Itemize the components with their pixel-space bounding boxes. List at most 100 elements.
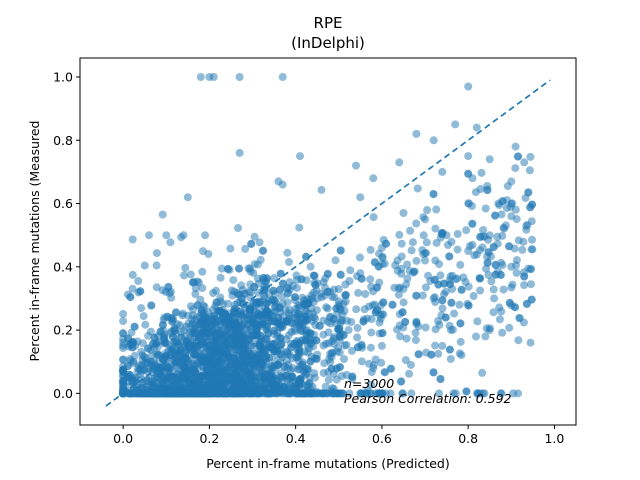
scatter-point [377,243,386,252]
scatter-point [184,389,193,398]
scatter-point [457,285,466,294]
scatter-point [294,309,303,318]
scatter-point [136,367,145,375]
scatter-point [301,336,310,345]
scatter-point [181,341,190,350]
scatter-point [397,377,406,386]
scatter-point [423,206,432,215]
scatter-point [287,319,296,328]
scatter-point [356,389,365,398]
scatter-point [226,244,235,253]
x-tick-label: 0.0 [113,431,133,446]
x-axis-label: Percent in-frame mutations (Predicted) [206,456,449,471]
scatter-point [473,317,482,326]
scatter-point [499,285,508,294]
scatter-point [246,304,255,313]
scatter-point [378,329,387,338]
scatter-point [446,326,455,335]
scatter-point [311,280,320,289]
scatter-point [277,373,286,382]
scatter-point [220,339,229,348]
scatter-point [429,294,438,303]
scatter-point [251,319,259,328]
scatter-point [339,331,348,340]
scatter-point [478,368,487,377]
scatter-point [233,332,242,341]
scatter-point [119,365,128,374]
scatter-point [218,308,227,317]
scatter-point [393,266,402,275]
scatter-point [297,275,306,284]
scatter-point [204,329,213,337]
scatter-point [511,164,520,173]
scatter-point [190,368,199,377]
scatter-point [393,256,402,265]
scatter-point [432,205,441,214]
scatter-point [489,243,498,251]
scatter-point [259,246,267,255]
scatter-point [137,304,146,313]
scatter-point [366,245,375,254]
scatter-point [431,341,440,350]
scatter-point [338,389,347,398]
scatter-point [323,304,332,313]
scatter-point [128,284,137,293]
scatter-point [302,330,311,339]
scatter-point [419,231,428,240]
scatter-point [528,235,536,244]
scatter-point [453,274,462,283]
scatter-point [218,383,227,392]
scatter-point [152,261,161,270]
identity-dashed-line [105,79,551,407]
y-tick-label: 0.0 [53,386,73,401]
scatter-point [246,355,255,364]
scatter-point [304,348,312,357]
scatter-point [275,304,284,312]
scatter-point [209,289,218,297]
scatter-point [269,326,278,335]
scatter-point [253,355,262,364]
scatter-point [128,235,137,244]
scatter-point [470,251,479,260]
scatter-point [354,288,363,297]
scatter-point [143,344,152,353]
scatter-point [229,388,238,396]
scatter-point [186,270,195,279]
scatter-point [410,267,419,276]
scatter-point [235,148,244,157]
scatter-point [352,161,360,170]
scatter-point [352,305,361,314]
scatter-point [182,369,190,378]
scatter-point [237,281,246,290]
scatter-point [369,213,378,222]
scatter-point [180,271,188,280]
scatter-point [330,333,339,342]
scatter-point [457,351,466,360]
scatter-point [158,321,167,330]
scatter-point [124,334,133,343]
scatter-point [260,292,269,301]
scatter-point [223,325,232,334]
scatter-point [356,193,365,202]
scatter-point [162,231,171,240]
scatter-point [303,365,311,374]
scatter-point [203,364,211,373]
scatter-point [356,253,364,262]
scatter-point [292,353,301,362]
scatter-point [526,152,535,161]
scatter-point [434,349,443,358]
scatter-point [296,375,305,384]
scatter-point [446,355,455,363]
scatter-point [341,291,350,299]
scatter-point [514,389,523,398]
scatter-point [231,300,240,309]
correlation-annotation: Pearson Correlation: 0.592 [344,391,512,406]
scatter-point [256,338,265,347]
scatter-point [232,360,241,369]
scatter-point [184,319,193,328]
scatter-point [169,332,177,341]
scatter-point [399,298,408,307]
scatter-point [141,377,150,386]
scatter-point [476,286,485,295]
scatter-point [377,310,386,319]
